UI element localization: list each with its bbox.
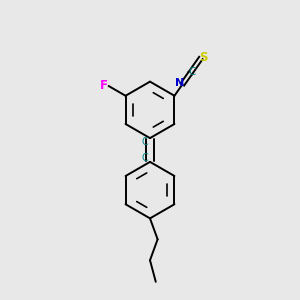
Text: C: C	[188, 67, 196, 76]
Text: C: C	[141, 137, 148, 147]
Text: S: S	[199, 51, 208, 64]
Text: F: F	[100, 79, 107, 92]
Text: C: C	[141, 153, 148, 163]
Text: N: N	[176, 78, 184, 88]
